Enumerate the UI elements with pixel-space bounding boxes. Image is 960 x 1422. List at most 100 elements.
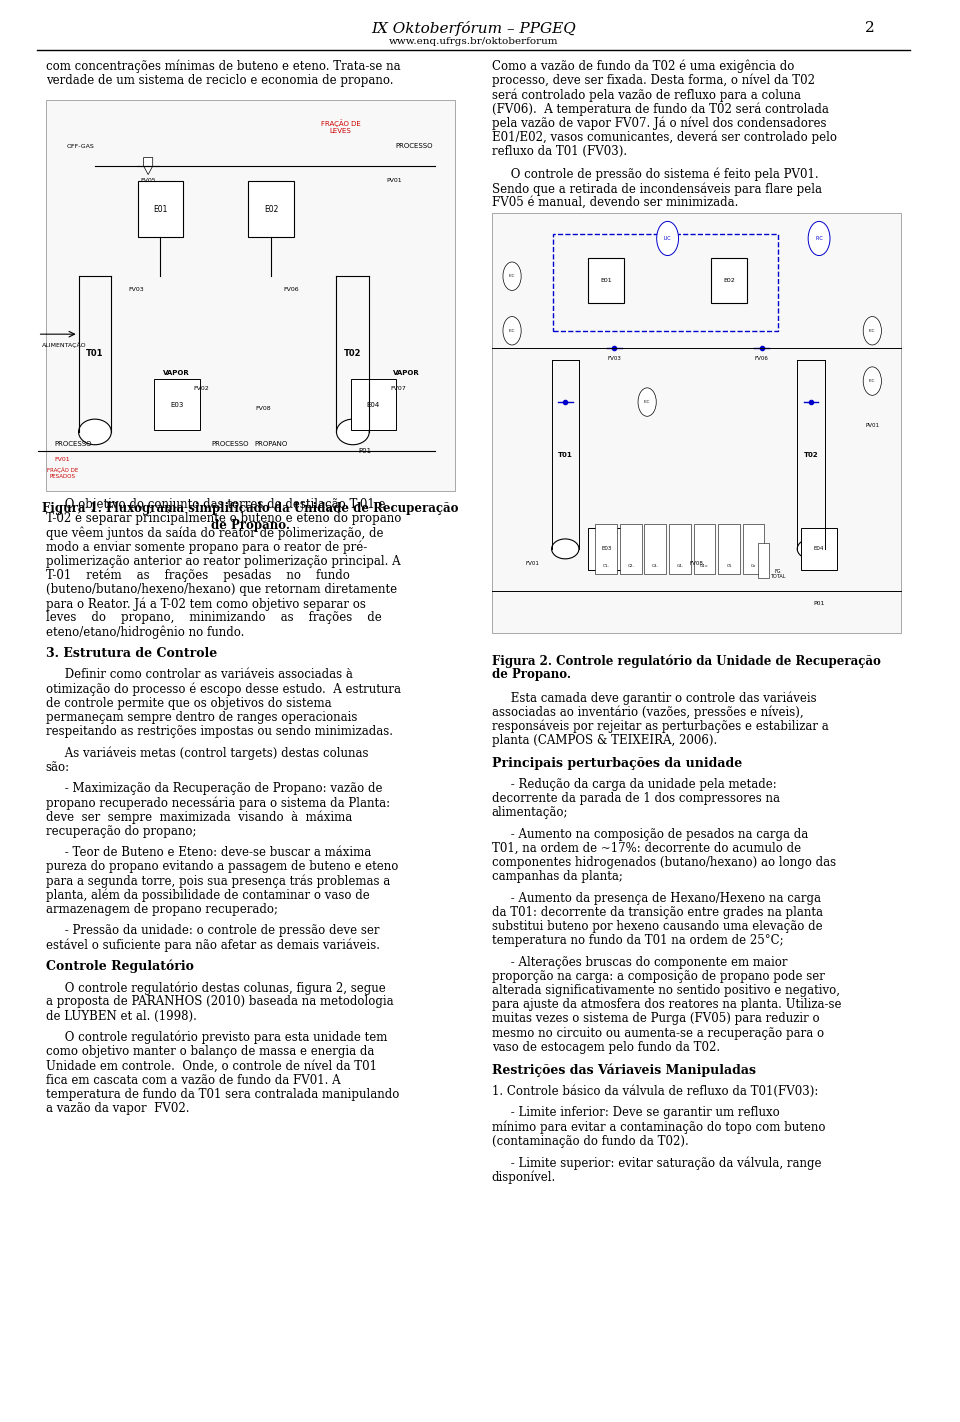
Text: FG
TOTAL: FG TOTAL bbox=[770, 569, 786, 579]
Text: para ajuste da atmosfera dos reatores na planta. Utiliza-se: para ajuste da atmosfera dos reatores na… bbox=[492, 998, 841, 1011]
Text: E01: E01 bbox=[154, 205, 168, 213]
Text: - Limite superior: evitar saturação da válvula, range: - Limite superior: evitar saturação da v… bbox=[492, 1156, 821, 1169]
Text: FV02: FV02 bbox=[194, 387, 209, 391]
Text: E01: E01 bbox=[600, 277, 612, 283]
Text: Principais perturbações da unidade: Principais perturbações da unidade bbox=[492, 757, 742, 769]
Text: componentes hidrogenados (butano/hexano) ao longo das: componentes hidrogenados (butano/hexano)… bbox=[492, 856, 836, 869]
Text: LIC: LIC bbox=[663, 236, 671, 240]
Text: Como a vazão de fundo da T02 é uma exigência do: Como a vazão de fundo da T02 é uma exigê… bbox=[492, 60, 794, 73]
Text: C4=: C4= bbox=[700, 563, 708, 567]
Text: de LUYBEN et al. (1998).: de LUYBEN et al. (1998). bbox=[46, 1010, 197, 1022]
Bar bbox=[588, 257, 624, 303]
Text: planta, além da possibilidade de contaminar o vaso de: planta, além da possibilidade de contami… bbox=[46, 889, 370, 902]
Text: FIC: FIC bbox=[509, 328, 516, 333]
Bar bbox=[743, 525, 764, 574]
Circle shape bbox=[638, 388, 657, 417]
Text: são:: são: bbox=[46, 761, 70, 774]
Text: temperatura de fundo da T01 sera contralada manipulando: temperatura de fundo da T01 sera contral… bbox=[46, 1088, 399, 1101]
Text: FV07: FV07 bbox=[390, 387, 406, 391]
Bar bbox=[620, 525, 641, 574]
Text: alterada significativamente no sentido positivo e negativo,: alterada significativamente no sentido p… bbox=[492, 984, 840, 997]
Text: P01: P01 bbox=[359, 448, 372, 455]
Text: - Alterações bruscas do componente em maior: - Alterações bruscas do componente em ma… bbox=[492, 956, 787, 968]
Bar bbox=[801, 528, 837, 570]
Text: - Teor de Buteno e Eteno: deve-se buscar a máxima: - Teor de Buteno e Eteno: deve-se buscar… bbox=[46, 846, 372, 859]
Text: fica em cascata com a vazão de fundo da FV01. A: fica em cascata com a vazão de fundo da … bbox=[46, 1074, 341, 1086]
Text: IX Oktoberfórum – PPGEQ: IX Oktoberfórum – PPGEQ bbox=[371, 21, 576, 37]
Text: O controle de pressão do sistema é feito pela PV01.: O controle de pressão do sistema é feito… bbox=[492, 168, 818, 181]
Text: FV03: FV03 bbox=[608, 356, 621, 361]
FancyArrow shape bbox=[144, 158, 153, 175]
Text: Figura 2. Controle regulatório da Unidade de Recuperação: Figura 2. Controle regulatório da Unidad… bbox=[492, 654, 880, 667]
Text: VAPOR: VAPOR bbox=[393, 370, 420, 377]
Text: verdade de um sistema de reciclo e economia de propano.: verdade de um sistema de reciclo e econo… bbox=[46, 74, 394, 87]
Text: substitui buteno por hexeno causando uma elevação de: substitui buteno por hexeno causando uma… bbox=[492, 920, 822, 933]
Text: (FV06).  A temperatura de fundo da T02 será controlada: (FV06). A temperatura de fundo da T02 se… bbox=[492, 102, 828, 115]
Text: deve  ser  sempre  maximizada  visando  à  máxima: deve ser sempre maximizada visando à máx… bbox=[46, 811, 352, 823]
Text: eteno/etano/hidrogênio no fundo.: eteno/etano/hidrogênio no fundo. bbox=[46, 626, 244, 638]
Text: da T01: decorrente da transição entre grades na planta: da T01: decorrente da transição entre gr… bbox=[492, 906, 823, 919]
Text: PROPANO: PROPANO bbox=[254, 441, 288, 447]
Text: a proposta de PARANHOS (2010) baseada na metodologia: a proposta de PARANHOS (2010) baseada na… bbox=[46, 995, 394, 1008]
Text: alimentação;: alimentação; bbox=[492, 806, 568, 819]
Text: Sendo que a retirada de incondensáveis para flare pela: Sendo que a retirada de incondensáveis p… bbox=[492, 182, 822, 195]
Text: - Redução da carga da unidade pela metade:: - Redução da carga da unidade pela metad… bbox=[492, 778, 777, 791]
Bar bbox=[757, 543, 769, 579]
Text: de controle permite que os objetivos do sistema: de controle permite que os objetivos do … bbox=[46, 697, 331, 710]
Circle shape bbox=[808, 222, 830, 256]
Text: - Pressão da unidade: o controle de pressão deve ser: - Pressão da unidade: o controle de pres… bbox=[46, 924, 379, 937]
Text: E04: E04 bbox=[814, 546, 825, 552]
Ellipse shape bbox=[552, 539, 579, 559]
Ellipse shape bbox=[336, 419, 370, 445]
Text: ALIMENTAÇÃO: ALIMENTAÇÃO bbox=[41, 341, 86, 347]
Text: P01: P01 bbox=[813, 602, 825, 606]
Text: PV01: PV01 bbox=[386, 178, 401, 183]
Text: Esta camada deve garantir o controle das variáveis: Esta camada deve garantir o controle das… bbox=[492, 691, 816, 704]
Text: FV01: FV01 bbox=[55, 456, 70, 462]
Text: planta (CAMPOS & TEIXEIRA, 2006).: planta (CAMPOS & TEIXEIRA, 2006). bbox=[492, 734, 717, 747]
Text: Unidade em controle.  Onde, o controle de nível da T01: Unidade em controle. Onde, o controle de… bbox=[46, 1059, 377, 1072]
Text: para o Reator. Já a T-02 tem como objetivo separar os: para o Reator. Já a T-02 tem como objeti… bbox=[46, 597, 366, 610]
Text: C5: C5 bbox=[727, 563, 732, 567]
Bar bbox=[350, 378, 396, 429]
Ellipse shape bbox=[79, 419, 111, 445]
Text: Figura 1. Fluxograma simplificado da Unidade de Recuperação: Figura 1. Fluxograma simplificado da Uni… bbox=[42, 502, 459, 515]
Text: pela vazão de vapor FV07. Já o nível dos condensadores: pela vazão de vapor FV07. Já o nível dos… bbox=[492, 117, 827, 129]
Text: E04: E04 bbox=[367, 401, 380, 408]
Text: propano recuperado necessária para o sistema da Planta:: propano recuperado necessária para o sis… bbox=[46, 796, 390, 809]
Text: de Propano.: de Propano. bbox=[492, 668, 570, 681]
Text: campanhas da planta;: campanhas da planta; bbox=[492, 870, 622, 883]
Text: de Propano.: de Propano. bbox=[211, 519, 290, 532]
Text: modo a enviar somente propano para o reator de pré-: modo a enviar somente propano para o rea… bbox=[46, 540, 367, 553]
Text: OFF-GAS: OFF-GAS bbox=[66, 144, 94, 149]
Text: C4-: C4- bbox=[677, 563, 684, 567]
Text: PROCESSO: PROCESSO bbox=[211, 441, 249, 447]
Text: FV05 é manual, devendo ser minimizada.: FV05 é manual, devendo ser minimizada. bbox=[492, 196, 738, 209]
Text: E02: E02 bbox=[264, 205, 278, 213]
Text: FV01: FV01 bbox=[525, 562, 540, 566]
Text: FV08: FV08 bbox=[255, 405, 271, 411]
Text: proporção na carga: a composição de propano pode ser: proporção na carga: a composição de prop… bbox=[492, 970, 825, 983]
Text: FV05: FV05 bbox=[140, 178, 156, 183]
Text: respeitando as restrições impostas ou sendo minimizadas.: respeitando as restrições impostas ou se… bbox=[46, 725, 393, 738]
Text: temperatura no fundo da T01 na ordem de 25°C;: temperatura no fundo da T01 na ordem de … bbox=[492, 934, 783, 947]
Text: C1-: C1- bbox=[603, 563, 610, 567]
Circle shape bbox=[863, 317, 881, 346]
Text: FIC: FIC bbox=[869, 328, 876, 333]
Text: responsáveis por rejeitar as perturbações e estabilizar a: responsáveis por rejeitar as perturbaçõe… bbox=[492, 720, 828, 732]
Text: FIC: FIC bbox=[869, 380, 876, 383]
Bar bbox=[154, 378, 200, 429]
Text: www.enq.ufrgs.br/oktoberforum: www.enq.ufrgs.br/oktoberforum bbox=[389, 37, 558, 46]
Ellipse shape bbox=[797, 539, 825, 559]
Text: Cx: Cx bbox=[751, 563, 756, 567]
Text: FV03: FV03 bbox=[128, 287, 144, 293]
Text: FIC: FIC bbox=[644, 400, 650, 404]
Circle shape bbox=[863, 367, 881, 395]
Text: T02: T02 bbox=[804, 452, 818, 458]
Text: As variáveis metas (control targets) destas colunas: As variáveis metas (control targets) des… bbox=[46, 747, 369, 759]
Text: PIC: PIC bbox=[815, 236, 823, 240]
Circle shape bbox=[503, 262, 521, 290]
Text: associadas ao inventário (vazões, pressões e níveis),: associadas ao inventário (vazões, pressõ… bbox=[492, 705, 804, 718]
Text: otimização do processo é escopo desse estudo.  A estrutura: otimização do processo é escopo desse es… bbox=[46, 683, 401, 695]
Text: com concentrações mínimas de buteno e eteno. Trata-se na: com concentrações mínimas de buteno e et… bbox=[46, 60, 400, 73]
